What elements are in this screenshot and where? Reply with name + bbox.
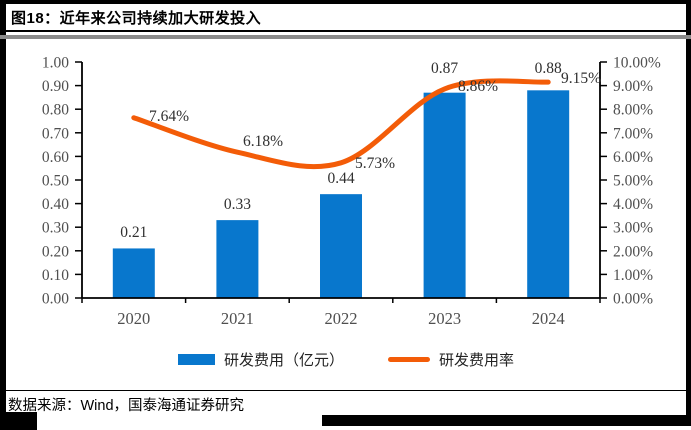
bar-2022: [320, 194, 362, 298]
right-axis-tick-label: 0.00%: [613, 291, 653, 308]
bar-2021: [216, 220, 259, 298]
line-series-swatch-icon: [388, 356, 430, 362]
bar-data-label: 0.33: [224, 196, 251, 213]
bar-data-label: 0.87: [431, 60, 458, 77]
data-source-text: 数据来源：Wind，国泰海通证券研究: [8, 398, 245, 414]
line-data-label: 6.18%: [243, 133, 283, 150]
title-separator-rule: [0, 35, 691, 39]
left-axis-tick-label: 0.60: [42, 149, 69, 166]
left-axis-tick-label: 0.10: [42, 267, 69, 284]
line-data-label: 9.15%: [561, 70, 601, 87]
source-row: 数据来源：Wind，国泰海通证券研究: [8, 394, 678, 414]
bar-data-label: 0.21: [120, 224, 147, 241]
left-axis-tick-label: 1.00: [42, 55, 69, 72]
frame-border-top: [0, 0, 691, 4]
right-axis-tick-label: 9.00%: [613, 78, 653, 95]
left-axis-tick-label: 0.90: [42, 78, 69, 95]
x-axis-label-2020: 2020: [117, 309, 150, 328]
left-axis-tick-label: 0.40: [42, 196, 69, 213]
right-axis-tick-label: 6.00%: [613, 149, 653, 166]
chart-legend: 研发费用（亿元） 研发费用率: [6, 347, 686, 371]
right-axis-tick-label: 1.00%: [613, 267, 653, 284]
legend-label-line-series: 研发费用率: [439, 351, 515, 369]
right-axis-tick-label: 4.00%: [613, 196, 653, 213]
left-axis-tick-label: 0.20: [42, 243, 69, 260]
left-axis-tick-label: 0.00: [42, 291, 69, 308]
right-axis-tick-label: 3.00%: [613, 220, 653, 237]
line-data-label: 5.73%: [355, 155, 395, 172]
frame-border-bottom-left: [0, 412, 37, 430]
x-axis-label-2023: 2023: [428, 309, 461, 328]
figure-title-bar: 图18：近年来公司持续加大研发投入: [6, 4, 686, 32]
left-axis-tick-label: 0.80: [42, 102, 69, 119]
left-axis-tick-label: 0.50: [42, 173, 69, 190]
frame-border-left: [0, 0, 6, 430]
bar-series-swatch-icon: [177, 353, 215, 365]
x-axis-label-2024: 2024: [532, 309, 565, 328]
x-axis-label-2022: 2022: [325, 309, 358, 328]
line-data-label: 8.86%: [458, 78, 498, 95]
legend-item-line-series: 研发费用率: [388, 349, 514, 370]
right-axis-tick-label: 5.00%: [613, 173, 653, 190]
frame-border-bottom-right: [322, 415, 691, 426]
chart-canvas: 1.00 0.90 0.80 0.70 0.60 0.50 0.40 0.30 0.20 0.10…: [42, 55, 661, 329]
right-axis-tick-label: 7.00%: [613, 125, 653, 142]
bar-2024: [527, 90, 570, 298]
bar-2023: [423, 92, 466, 299]
right-axis-tick-label: 2.00%: [613, 243, 653, 260]
legend-item-bar-series: 研发费用（亿元）: [177, 349, 344, 370]
frame-border-right: [686, 0, 691, 416]
chart-area: 1.00 0.90 0.80 0.70 0.60 0.50 0.40 0.30 0.20 0.10…: [6, 40, 686, 345]
x-axis-label-2021: 2021: [221, 309, 254, 328]
footer-separator-rule: [0, 390, 691, 391]
left-axis-tick-label: 0.70: [42, 125, 69, 142]
bar-data-label: 0.88: [535, 60, 562, 77]
bar-2020: [112, 248, 155, 298]
right-axis-tick-label: 8.00%: [613, 102, 653, 119]
legend-label-bar-series: 研发费用（亿元）: [223, 351, 344, 369]
line-series-path: [131, 78, 551, 170]
figure-title: 图18：近年来公司持续加大研发投入: [11, 9, 262, 27]
left-axis-tick-label: 0.30: [42, 220, 69, 237]
bar-data-label: 0.44: [327, 170, 354, 187]
right-axis-tick-label: 10.00%: [613, 55, 661, 72]
line-data-label: 7.64%: [149, 108, 189, 125]
